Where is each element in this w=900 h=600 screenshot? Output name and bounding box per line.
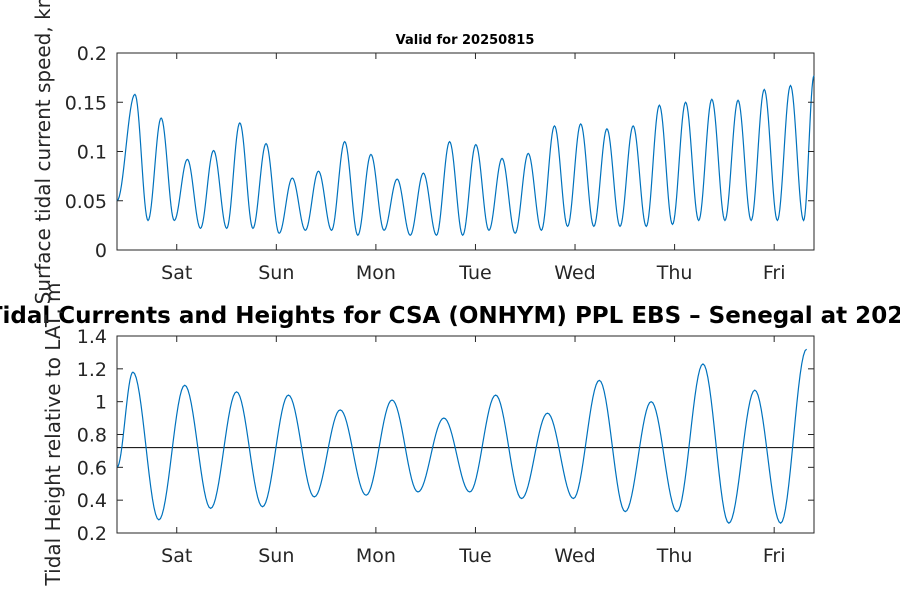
bottom-y-axis-label: Tidal Height relative to LAT, m (41, 283, 65, 587)
bottom-x-tick-label: Fri (763, 545, 786, 567)
top-x-tick-label: Wed (554, 262, 595, 284)
bottom-y-tick-label: 1.2 (77, 359, 107, 381)
top-y-tick-label: 0 (95, 240, 107, 262)
bottom-series-line (116, 348, 808, 524)
bottom-x-tick-label: Tue (458, 545, 491, 567)
bottom-x-tick-label: Thu (656, 545, 693, 567)
top-series-line (116, 75, 815, 237)
top-x-tick-label: Sat (161, 262, 192, 284)
bottom-x-tick-label: Mon (356, 545, 396, 567)
top-x-tick-label: Mon (356, 262, 396, 284)
bottom-y-tick-label: 0.8 (77, 425, 107, 447)
top-x-tick-label: Fri (763, 262, 786, 284)
top-y-tick-label: 0.15 (65, 92, 107, 114)
bottom-y-tick-label: 1 (95, 392, 107, 414)
top-y-tick-label: 0.1 (77, 142, 107, 164)
bottom-x-tick-label: Sat (161, 545, 192, 567)
bottom-plot: 0.2 0.4 0.6 0.8 1 1.2 1.4 Sat Sun Mon Tue Wed Thu Fr… (0, 283, 900, 587)
bottom-y-axis: 0.2 0.4 0.6 0.8 1 1.2 1.4 (77, 326, 814, 545)
bottom-x-tick-label: Wed (554, 545, 595, 567)
bottom-x-tick-label: Sun (258, 545, 294, 567)
top-x-tick-label: Tue (458, 262, 491, 284)
bottom-y-tick-label: 0.6 (77, 457, 107, 479)
top-plot-title: Valid for 20250815 (396, 33, 535, 48)
top-y-axis: 0 0.05 0.1 0.15 0.2 (65, 43, 814, 262)
bottom-plot-area (116, 335, 815, 534)
bottom-y-tick-label: 0.2 (77, 523, 107, 545)
top-y-axis-label: Surface tidal current speed, kn (31, 0, 55, 304)
top-plot-area (116, 52, 815, 251)
top-x-tick-label: Thu (656, 262, 693, 284)
top-x-axis: Sat Sun Mon Tue Wed Thu Fri (161, 53, 785, 284)
bottom-x-axis: Sat Sun Mon Tue Wed Thu Fri (161, 336, 785, 567)
top-plot: 0 0.05 0.1 0.15 0.2 Sat Sun Mon Tue Wed Thu Fri Va… (31, 0, 815, 304)
bottom-y-tick-label: 0.4 (77, 490, 107, 512)
bottom-y-tick-label: 1.4 (77, 326, 107, 348)
top-y-tick-label: 0.2 (77, 43, 107, 65)
top-x-tick-label: Sun (258, 262, 294, 284)
top-y-tick-label: 0.05 (65, 191, 107, 213)
bottom-plot-title: Tidal Currents and Heights for CSA (ONHY… (0, 303, 900, 329)
